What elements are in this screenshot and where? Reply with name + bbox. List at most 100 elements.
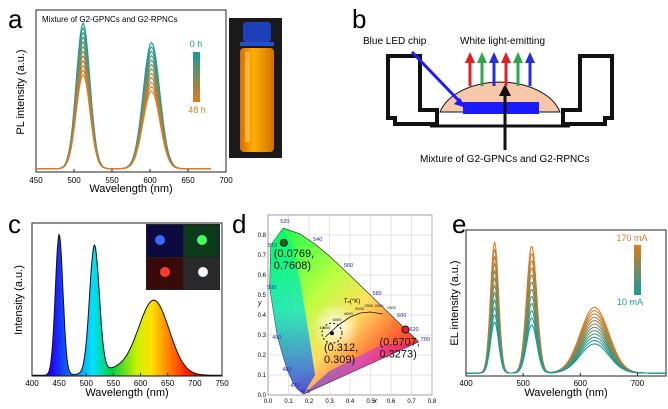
panel-e-legend-bottom: 10 mA: [617, 297, 643, 307]
panel-letter-a: a: [8, 4, 23, 34]
panel-a-spectrum-line: [36, 54, 211, 170]
cct-label: 2500: [364, 303, 374, 308]
panel-a-spectrum-line: [36, 69, 211, 170]
panel-letter-b: b: [352, 4, 367, 34]
panel-d-ticks: 0.0 0.1 0.2 0.3 0.4 0.5 0.6 0.7 0.8 0.0 0.1 0.2 0.3 0…: [258, 233, 437, 405]
panel-d-y-tick-label: 0.7: [258, 253, 267, 259]
panel-e-x-tick-label: 500: [516, 379, 530, 388]
panel-a-legend-bottom: 48 h: [188, 105, 206, 115]
white-light-label: White light-emitting: [460, 36, 545, 47]
vial-photo: [229, 18, 282, 158]
cie-wavelength-label: 490: [272, 335, 281, 341]
led-right-bracket: [561, 54, 614, 126]
panel-d-x-tick-label: 0.3: [325, 399, 334, 405]
cie-point-marker: [279, 238, 288, 247]
blue-led-chip-label: Blue LED chip: [363, 36, 427, 47]
led-photos: [146, 224, 220, 290]
cie-wavelength-label: 510: [268, 243, 277, 249]
panel-c-x-ticks: 400 450 500 550 600 650 700 750: [25, 373, 229, 388]
panel-d-x-tick-label: 0.8: [428, 399, 437, 405]
panel-a-frame: [35, 9, 227, 173]
cie-wavelength-label: 470: [291, 383, 300, 389]
cie-point-label: (0.6707, 0.3273): [379, 337, 419, 361]
led-left-bracket: [386, 54, 439, 126]
panel-e-x-ticks: 400 500 600 700: [459, 373, 645, 388]
planckian-label: Tₙ(°K): [344, 299, 360, 305]
cie-wavelength-label: 480: [282, 367, 291, 373]
panel-d-y-tick-label: 0.1: [258, 373, 267, 379]
cie-wavelength-label: 540: [313, 237, 322, 243]
panel-c-x-tick-label: 400: [25, 379, 39, 388]
panel-c-x-tick-label: 550: [107, 379, 121, 388]
cie-wavelength-label: 620: [409, 327, 418, 333]
panel-e-spectrum-line: [466, 320, 666, 374]
panel-d-y-tick-label: 0.8: [258, 233, 267, 239]
panel-d-x-tick-label: 0.2: [305, 399, 314, 405]
panel-c-ylabel: Intensity (a.u.): [13, 265, 25, 335]
emission-arrow-head: [513, 52, 523, 63]
panel-a-xlabel: Wavelength (nm): [89, 183, 172, 195]
panel-a-spectrum-line: [36, 64, 211, 170]
led-photo-blue: [147, 225, 183, 257]
panel-d-y-tick-label: 0.4: [258, 313, 267, 319]
panel-a-spectrum-line: [36, 50, 211, 170]
cie-locus-purple-line: [303, 341, 419, 394]
cct-label: 2000: [375, 303, 385, 308]
panel-d-y-tick-label: 0.5: [258, 293, 267, 299]
cie-locus-cool-side: [269, 228, 316, 394]
panel-a-spectrum-line: [36, 35, 211, 170]
cie-wavelength-label: 580: [373, 291, 382, 297]
panel-a-x-tick-label: 450: [29, 176, 43, 185]
panel-a-spectra: [36, 21, 211, 170]
cct-label: 3000: [355, 306, 365, 311]
panel-d-xlabel: x: [373, 398, 378, 405]
cct-label: 10000: [319, 325, 331, 330]
cie-point-label: (0.0769, 0.7608): [274, 248, 314, 272]
mixture-pointer-arrow-head: [499, 84, 511, 96]
cie-wavelength-label: 700: [421, 337, 430, 343]
emission-arrow-head: [501, 52, 511, 63]
planckian-locus: [325, 311, 383, 338]
led-photo-white-glow: [198, 267, 208, 277]
panel-d-y-tick-label: 0.0: [258, 393, 267, 399]
panel-e-xlabel: Wavelength (nm): [524, 387, 607, 399]
panel-c-x-tick-label: 700: [188, 379, 202, 388]
panel-e-x-tick-label: 600: [574, 379, 588, 388]
panel-c-x-tick-label: 500: [80, 379, 94, 388]
emission-arrow-head: [489, 52, 499, 63]
blue-led-chip: [463, 102, 539, 114]
led-photo-green-glow: [197, 235, 207, 245]
panel-b: Blue LED chip White light-emitting Mixtu…: [363, 36, 614, 165]
cie-wavelength-label: 460: [301, 389, 310, 395]
panel-a-spectrum-line: [36, 45, 211, 170]
panel-d-y-tick-label: 0.2: [258, 353, 267, 359]
panel-d-x-tick-label: 0.0: [264, 399, 273, 405]
panel-a-annotation: Mixture of G2-GPNCs and G2-RPNCs: [42, 15, 178, 24]
panel-a-spectrum-line: [36, 40, 211, 170]
cie-point-marker-dot: [329, 331, 334, 336]
cie-wavelength-label: 520: [280, 219, 289, 225]
panel-a-x-tick-label: 700: [219, 176, 233, 185]
panel-a-x-tick-label: 650: [181, 176, 195, 185]
panel-letter-c: c: [8, 209, 21, 239]
vial-highlight: [245, 52, 250, 142]
panel-letter-e: e: [452, 209, 467, 239]
emission-arrow-head: [525, 52, 535, 63]
panel-a-spectrum-line: [36, 73, 211, 170]
emission-arrow-head: [477, 52, 487, 63]
panel-a-x-tick-label: 550: [105, 176, 119, 185]
panel-c-x-tick-label: 750: [215, 379, 229, 388]
emission-arrow-head: [465, 52, 475, 63]
panel-a-legend-bar: [193, 52, 200, 102]
panel-a-x-tick-label: 600: [143, 176, 157, 185]
panel-d: 0.0 0.1 0.2 0.3 0.4 0.5 0.6 0.7 0.8 0.0 0.1 0.2 0.3 0…: [257, 214, 437, 405]
panel-a-x-ticks: 450 500 550 600 650 700: [29, 169, 233, 185]
cct-label: 1500: [387, 305, 397, 310]
led-photo-red-glow: [160, 267, 170, 277]
cie-point-label: (0.312, 0.309): [324, 342, 358, 366]
panel-d-y-tick-label: 0.3: [258, 333, 267, 339]
cie-wavelength-label: 600: [397, 313, 406, 319]
emission-arrows: [465, 52, 535, 86]
panel-c: 400 450 500 550 600 650 700 750 Wavelength (nm)…: [13, 222, 229, 399]
